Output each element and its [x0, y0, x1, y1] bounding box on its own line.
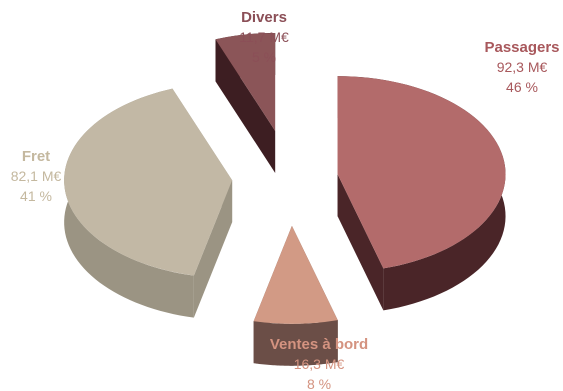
slice-wall-fret	[193, 180, 233, 318]
label-value-passagers: 92,3 M€	[497, 59, 548, 75]
label-value-ventes-a-bord: 16,3 M€	[294, 356, 345, 372]
label-percent-divers: 5 %	[252, 49, 276, 65]
label-name-ventes-a-bord: Ventes à bord	[270, 336, 368, 353]
slice-top-fret	[64, 88, 233, 276]
pie-tops	[64, 32, 506, 366]
label-percent-passagers: 46 %	[506, 79, 538, 95]
label-name-fret: Fret	[22, 148, 50, 165]
label-percent-fret: 41 %	[20, 188, 52, 204]
slice-top-passagers	[337, 76, 506, 269]
label-value-divers: 11,7 M€	[239, 29, 289, 45]
slice-side-ventes-a-bord	[253, 320, 338, 366]
slice-top-ventes-a-bord	[253, 225, 338, 324]
label-value-fret: 82,1 M€	[11, 168, 62, 184]
slice-fret	[64, 88, 233, 318]
slice-divers	[215, 32, 276, 173]
slice-passagers	[337, 76, 506, 311]
slice-top-divers	[215, 32, 276, 131]
slice-ventes-a-bord	[253, 225, 338, 366]
slice-wall-passagers	[337, 174, 384, 311]
label-percent-ventes-a-bord: 8 %	[307, 376, 331, 391]
label-name-passagers: Passagers	[484, 39, 559, 56]
label-name-divers: Divers	[241, 9, 287, 26]
